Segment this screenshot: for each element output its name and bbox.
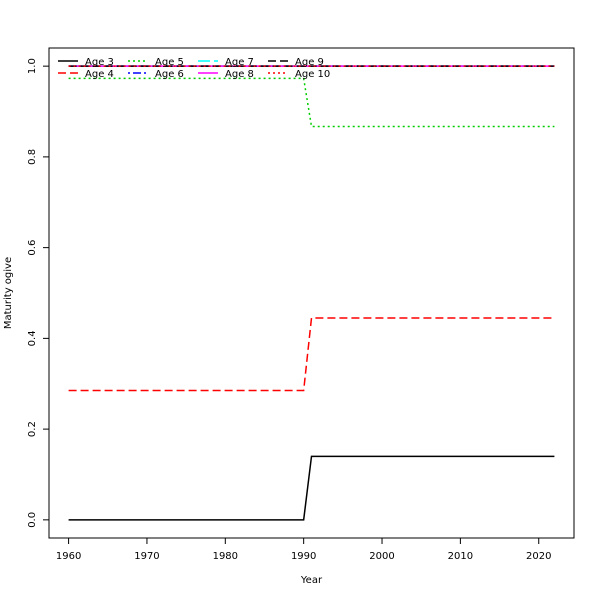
y-tick-label: 1.0 <box>27 58 38 74</box>
legend-label: Age 4 <box>85 69 114 80</box>
legend-label: Age 8 <box>225 69 254 80</box>
series-line-age-4 <box>68 317 555 392</box>
series-line-age-5 <box>68 77 555 128</box>
x-tick-label: 1970 <box>134 551 159 562</box>
x-tick-label: 2020 <box>526 551 551 562</box>
legend-label: Age 9 <box>295 57 324 68</box>
y-tick-label: 0.6 <box>27 240 38 256</box>
x-tick-label: 1960 <box>56 551 81 562</box>
y-tick-label: 0.0 <box>27 512 38 528</box>
legend-label: Age 6 <box>155 69 184 80</box>
x-axis: 1960 1970 1980 1990 2000 2010 2020 <box>56 538 551 562</box>
legend-label: Age 3 <box>85 57 114 68</box>
x-tick-label: 2000 <box>369 551 394 562</box>
series-line-age-3 <box>68 455 555 521</box>
legend-label: Age 10 <box>295 69 330 80</box>
x-tick-label: 1990 <box>291 551 316 562</box>
series-layer <box>68 65 555 521</box>
y-tick-label: 0.8 <box>27 149 38 165</box>
y-tick-label: 0.4 <box>27 330 38 346</box>
x-tick-label: 2010 <box>448 551 473 562</box>
legend-label: Age 7 <box>225 57 254 68</box>
x-axis-label: Year <box>300 575 323 586</box>
plot-frame <box>48 47 575 539</box>
y-tick-label: 0.2 <box>27 421 38 437</box>
x-tick-label: 1980 <box>213 551 238 562</box>
legend-label: Age 5 <box>155 57 184 68</box>
y-axis: 0.0 0.2 0.4 0.6 0.8 1.0 <box>27 58 49 528</box>
y-axis-label: Maturity ogive <box>3 257 14 329</box>
